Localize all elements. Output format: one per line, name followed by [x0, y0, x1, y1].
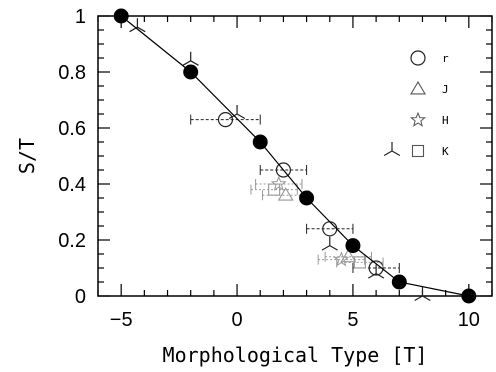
data-point	[391, 274, 407, 290]
y-tick-label: 0.2	[58, 230, 86, 252]
axis-ticks	[97, 15, 493, 297]
data-point	[275, 162, 292, 178]
data-point	[252, 134, 268, 150]
data-point	[228, 105, 246, 120]
data-point	[322, 221, 338, 237]
data-point	[345, 238, 361, 254]
series-filled-circle	[113, 8, 477, 304]
data-point	[461, 288, 477, 304]
legend-marker	[411, 144, 425, 158]
y-tick-label: 1	[75, 6, 86, 28]
x-tick-label: 0	[231, 309, 242, 331]
legend-marker	[383, 142, 401, 157]
legend: r J H K	[383, 50, 449, 158]
data-point	[414, 287, 431, 302]
series-tripod	[129, 18, 431, 302]
legend-label: H	[442, 114, 449, 127]
legend-label: r	[442, 52, 449, 65]
series-layer	[113, 8, 477, 304]
series-H	[255, 175, 366, 267]
series-r	[190, 111, 400, 276]
legend-item-J: J	[410, 80, 449, 96]
legend-marker	[410, 80, 426, 95]
plot-frame	[97, 15, 493, 297]
data-point	[183, 64, 199, 80]
data-point	[299, 190, 315, 206]
legend-label: J	[442, 83, 449, 96]
plot-border	[97, 15, 493, 297]
legend-item-r: r	[410, 50, 449, 66]
data-point	[113, 8, 129, 24]
tick-labels: −5 0 5 10 0 0.2 0.4 0.6 0.8 1	[58, 6, 480, 331]
legend-marker	[410, 50, 426, 66]
x-tick-label: 10	[458, 309, 480, 331]
legend-item-H: H	[409, 111, 449, 127]
data-point	[217, 111, 234, 128]
data-point	[277, 187, 294, 201]
data-point	[270, 175, 287, 191]
data-point	[368, 260, 384, 276]
x-tick-label: 5	[347, 309, 358, 331]
data-point	[268, 183, 281, 196]
data-point	[353, 256, 366, 269]
data-point	[367, 264, 385, 279]
y-tick-label: 0	[75, 286, 86, 308]
x-tick-label: −5	[110, 309, 133, 331]
data-point	[182, 51, 199, 66]
x-axis-title: Morphological Type [T]	[163, 343, 428, 367]
legend-marker	[409, 111, 427, 127]
y-axis-title: S/T	[15, 138, 39, 174]
data-point	[340, 248, 357, 263]
legend-label: K	[442, 145, 449, 158]
data-point	[321, 236, 338, 251]
legend-item-K: K	[383, 142, 449, 158]
y-tick-label: 0.6	[58, 118, 86, 140]
series-K	[250, 183, 384, 269]
y-tick-label: 0.4	[58, 174, 86, 196]
y-tick-label: 0.8	[58, 62, 86, 84]
